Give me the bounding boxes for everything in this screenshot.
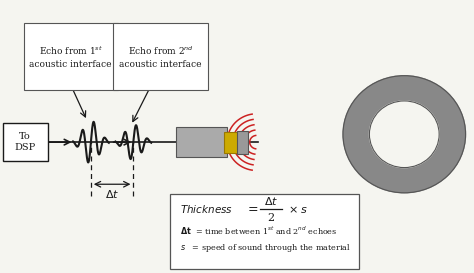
Text: 2: 2 <box>267 213 274 222</box>
Text: $\Delta t$: $\Delta t$ <box>264 195 278 207</box>
Text: $\mathit{s}$   = speed of sound through the material: $\mathit{s}$ = speed of sound through th… <box>180 242 350 254</box>
Text: Echo from 2$^{nd}$
acoustic interface: Echo from 2$^{nd}$ acoustic interface <box>119 44 202 69</box>
Text: $\Delta t$: $\Delta t$ <box>105 188 119 200</box>
FancyBboxPatch shape <box>176 127 227 157</box>
FancyBboxPatch shape <box>24 23 118 90</box>
FancyBboxPatch shape <box>3 123 47 161</box>
FancyBboxPatch shape <box>224 132 238 153</box>
Text: $\times\ s$: $\times\ s$ <box>288 204 309 215</box>
FancyBboxPatch shape <box>237 131 248 154</box>
Text: Echo from 1$^{st}$
acoustic interface: Echo from 1$^{st}$ acoustic interface <box>29 44 112 69</box>
Text: $\mathbf{\Delta t}$  = time between 1$^{st}$ and 2$^{nd}$ echoes: $\mathbf{\Delta t}$ = time between 1$^{s… <box>180 225 337 237</box>
Text: $\mathit{Thickness}$: $\mathit{Thickness}$ <box>180 203 233 215</box>
FancyBboxPatch shape <box>170 194 359 269</box>
Text: =: = <box>247 203 258 216</box>
FancyBboxPatch shape <box>113 23 208 90</box>
Text: To
DSP: To DSP <box>15 132 36 152</box>
Circle shape <box>343 76 465 193</box>
Circle shape <box>369 101 439 168</box>
